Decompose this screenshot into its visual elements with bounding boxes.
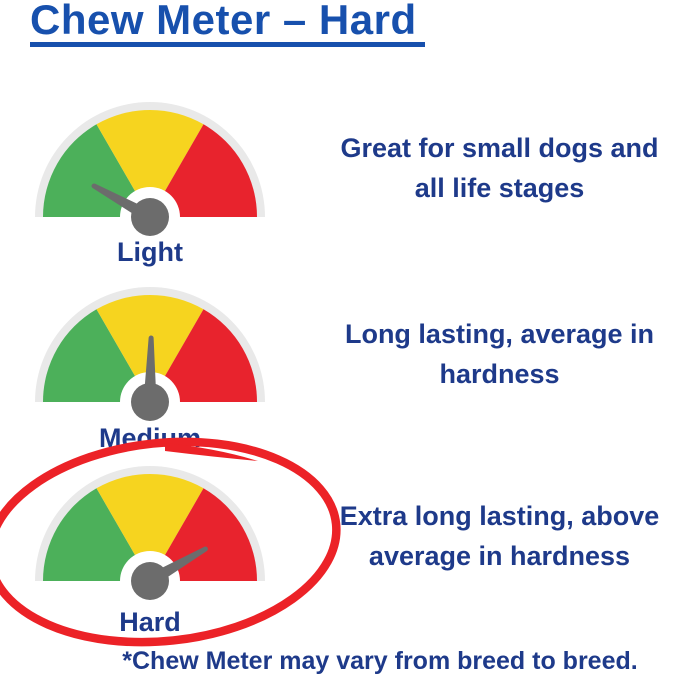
gauge-segment-green bbox=[42, 124, 150, 217]
gauge-segment-red bbox=[150, 124, 257, 217]
description-line: Great for small dogs and bbox=[340, 133, 659, 163]
page-title: Chew Meter – Hard bbox=[30, 0, 425, 47]
needle-hub bbox=[131, 198, 169, 236]
description-line: Extra long lasting, above bbox=[339, 501, 660, 531]
description-line: Long lasting, average in bbox=[344, 319, 655, 349]
footnote: *Chew Meter may vary from breed to breed… bbox=[122, 647, 638, 675]
gauge-label-hard: Hard bbox=[119, 607, 181, 637]
description-hard: Extra long lasting, above average in har… bbox=[320, 496, 679, 576]
gauge-label-light: Light bbox=[117, 237, 183, 267]
marker-stroke-tail bbox=[165, 443, 258, 461]
gauge-segment-yellow bbox=[96, 473, 204, 581]
hand-drawn-circle-annotation bbox=[0, 437, 341, 647]
gauge-segment-green bbox=[42, 488, 150, 581]
description-medium: Long lasting, average in hardness bbox=[320, 314, 679, 394]
description-line: average in hardness bbox=[368, 541, 631, 571]
gauge-segment-yellow bbox=[96, 109, 204, 217]
description-line: all life stages bbox=[414, 173, 585, 203]
gauge-segment-red bbox=[150, 309, 257, 402]
needle-hub bbox=[131, 383, 169, 421]
gauge-hard bbox=[35, 466, 265, 611]
description-light: Great for small dogs and all life stages bbox=[320, 128, 679, 208]
gauge-light bbox=[35, 102, 265, 247]
gauge-segment-green bbox=[42, 309, 150, 402]
needle-hub bbox=[131, 562, 169, 600]
marker-ellipse bbox=[0, 437, 341, 647]
gauge-segment-red bbox=[150, 488, 257, 581]
gauge-medium bbox=[35, 287, 265, 432]
description-line: hardness bbox=[439, 359, 560, 389]
